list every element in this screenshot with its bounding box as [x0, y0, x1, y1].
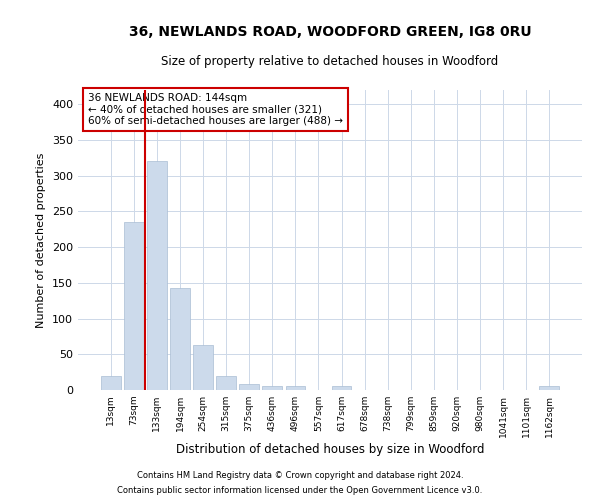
Text: 36 NEWLANDS ROAD: 144sqm
← 40% of detached houses are smaller (321)
60% of semi-: 36 NEWLANDS ROAD: 144sqm ← 40% of detach…	[88, 93, 343, 126]
Bar	[539, 386, 559, 390]
Bar	[217, 376, 236, 390]
Bar	[101, 376, 121, 390]
Bar	[124, 222, 143, 390]
Bar	[262, 386, 282, 390]
Text: Contains HM Land Registry data © Crown copyright and database right 2024.: Contains HM Land Registry data © Crown c…	[137, 471, 463, 480]
Bar	[147, 162, 167, 390]
X-axis label: Distribution of detached houses by size in Woodford: Distribution of detached houses by size …	[176, 442, 484, 456]
Bar	[286, 386, 305, 390]
Y-axis label: Number of detached properties: Number of detached properties	[37, 152, 46, 328]
Bar	[193, 345, 213, 390]
Text: 36, NEWLANDS ROAD, WOODFORD GREEN, IG8 0RU: 36, NEWLANDS ROAD, WOODFORD GREEN, IG8 0…	[128, 25, 532, 39]
Bar	[239, 384, 259, 390]
Text: Size of property relative to detached houses in Woodford: Size of property relative to detached ho…	[161, 55, 499, 68]
Bar	[332, 386, 352, 390]
Bar	[170, 288, 190, 390]
Text: Contains public sector information licensed under the Open Government Licence v3: Contains public sector information licen…	[118, 486, 482, 495]
